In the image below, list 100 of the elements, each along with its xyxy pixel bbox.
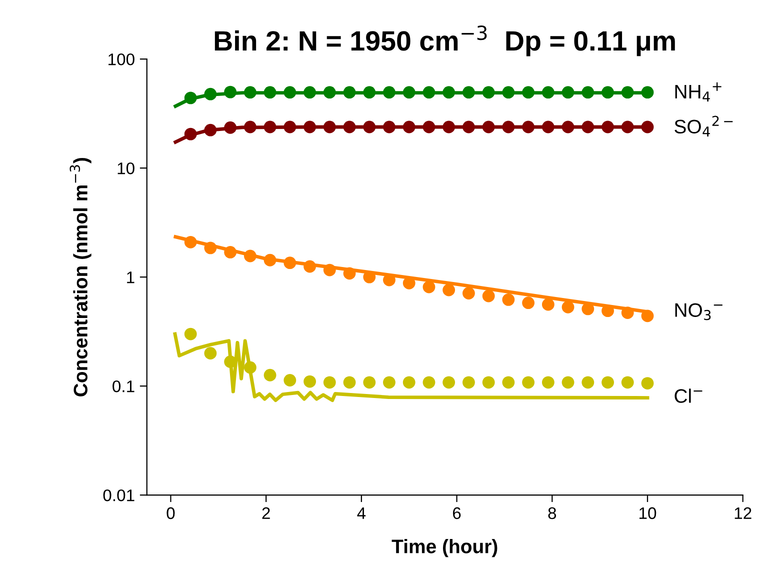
point xyxy=(641,310,654,322)
point xyxy=(482,376,495,389)
point xyxy=(284,120,296,134)
point xyxy=(422,120,436,134)
point xyxy=(363,86,376,99)
point xyxy=(442,120,456,134)
point xyxy=(522,296,535,310)
point xyxy=(522,120,535,134)
x-tick-label: 2 xyxy=(262,507,270,519)
point xyxy=(522,86,535,99)
point xyxy=(363,120,376,134)
point xyxy=(482,120,495,134)
point xyxy=(462,287,475,300)
point xyxy=(442,284,456,296)
point xyxy=(284,256,296,270)
point xyxy=(542,298,554,311)
point xyxy=(502,293,515,306)
point xyxy=(204,347,217,360)
point xyxy=(204,88,217,100)
y-tick-label: 1 xyxy=(127,272,134,284)
point xyxy=(641,86,654,99)
point xyxy=(383,86,396,99)
point xyxy=(383,120,396,134)
point xyxy=(562,120,574,134)
point xyxy=(304,86,316,99)
point xyxy=(284,374,296,386)
point xyxy=(582,120,594,134)
point xyxy=(422,86,436,99)
point xyxy=(204,242,217,254)
point xyxy=(304,375,316,388)
x-tick-label: 8 xyxy=(548,507,556,520)
point xyxy=(244,86,256,99)
point xyxy=(442,376,456,389)
point xyxy=(402,376,416,389)
series-label: NH$_{4}$$^{+}$ xyxy=(675,82,722,102)
point xyxy=(363,376,376,389)
y-axis-title: Concentration (nmol m$^{−3}$) xyxy=(70,158,92,396)
point xyxy=(621,376,634,389)
point xyxy=(542,86,554,99)
point xyxy=(244,361,256,374)
point xyxy=(284,86,296,99)
point xyxy=(462,376,475,389)
point xyxy=(602,304,614,318)
point xyxy=(502,120,515,134)
point xyxy=(462,86,475,99)
point xyxy=(542,120,554,134)
point xyxy=(402,120,416,134)
chart-title: Bin 2: N = 1950 cm$^{−3}$ Dp = 0.11 μm xyxy=(214,25,675,56)
point xyxy=(244,120,256,134)
point xyxy=(343,86,356,99)
point xyxy=(224,246,237,258)
x-axis-title: Time (hour) xyxy=(392,539,498,558)
point xyxy=(184,328,197,340)
x-tick-label: 6 xyxy=(453,507,461,520)
point xyxy=(204,124,217,136)
x-tick-label: 0 xyxy=(166,507,175,520)
point xyxy=(264,368,276,382)
series-label: NO$_{3}$$^{−}$ xyxy=(675,303,722,320)
point xyxy=(244,250,256,262)
point xyxy=(323,120,336,134)
point xyxy=(602,120,614,134)
point xyxy=(562,86,574,99)
y-tick-label: 0.1 xyxy=(112,380,134,392)
series-label: Cl$^{−}$ xyxy=(674,388,702,403)
point xyxy=(264,254,276,266)
point xyxy=(562,376,574,389)
point xyxy=(482,290,495,302)
point xyxy=(641,120,654,134)
point xyxy=(184,128,197,140)
point xyxy=(602,376,614,389)
point xyxy=(442,86,456,99)
point xyxy=(542,376,554,389)
point xyxy=(184,92,197,104)
x-tick-label: 10 xyxy=(640,507,656,520)
point xyxy=(422,280,436,294)
x-tick-label: 4 xyxy=(357,507,366,519)
point xyxy=(582,86,594,99)
point xyxy=(343,267,356,280)
point xyxy=(264,86,276,99)
point xyxy=(363,270,376,284)
series-label: SO$_{4}$$^{2−}$ xyxy=(674,116,733,137)
y-tick-label: 10 xyxy=(118,162,134,174)
point xyxy=(323,264,336,276)
point xyxy=(641,377,654,390)
point xyxy=(621,306,634,320)
line-series xyxy=(173,332,650,402)
point xyxy=(582,302,594,316)
point xyxy=(621,86,634,99)
point xyxy=(264,120,276,134)
point xyxy=(224,86,237,98)
point xyxy=(502,86,515,99)
y-tick-label: 0.01 xyxy=(103,489,134,502)
point xyxy=(323,86,336,99)
point xyxy=(402,86,416,99)
point xyxy=(323,376,336,389)
point xyxy=(422,376,436,389)
point xyxy=(522,376,535,389)
x-tick-label: 12 xyxy=(734,507,752,519)
point xyxy=(562,300,574,314)
point xyxy=(343,376,356,389)
